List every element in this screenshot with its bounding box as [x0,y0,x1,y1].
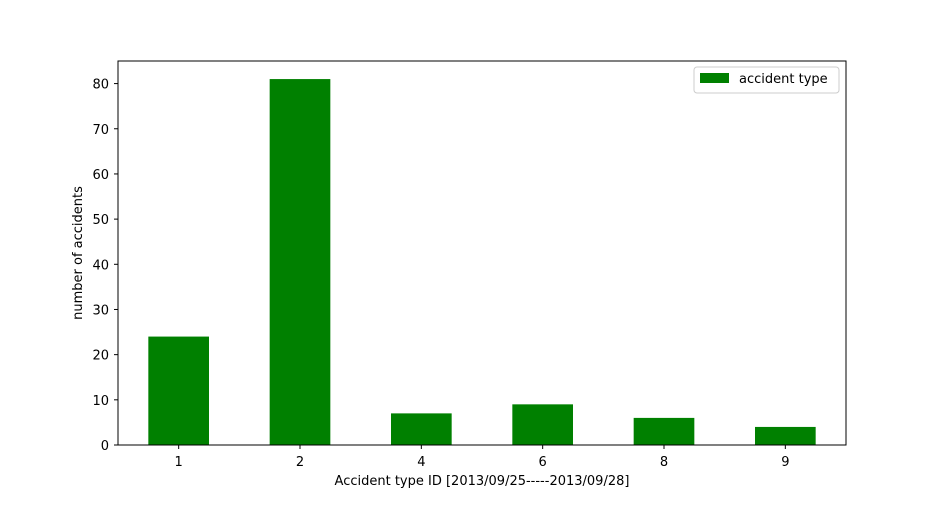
plot-frame [117,60,847,446]
x-axis-ticks: 1 2 4 6 8 9 [175,445,789,470]
legend-swatch [700,73,729,83]
x-tick-label: 4 [417,455,425,470]
bar-9 [755,426,816,445]
y-tick-label: 70 [92,123,109,138]
bar-2 [269,79,331,445]
y-tick-label: 60 [92,168,109,183]
x-tick-label: 1 [175,455,183,470]
y-axis-ticks: 0 10 20 30 40 50 60 70 80 [92,78,118,454]
y-tick-label: 10 [92,394,109,409]
x-axis-label: Accident type ID [2013/09/25-----2013/09… [335,474,630,489]
y-tick-label: 0 [101,439,109,454]
legend-label: accident type [739,72,828,87]
bar-1 [148,336,209,445]
bars-group [148,79,816,445]
bar-6 [512,404,573,445]
legend-box [693,66,840,94]
y-tick-label: 80 [92,78,109,93]
legend: accident type [693,66,840,94]
y-tick-label: 30 [92,303,109,318]
y-tick-label: 40 [92,258,109,273]
x-tick-label: 8 [660,455,668,470]
x-tick-label: 9 [781,455,789,470]
y-tick-label: 50 [92,213,109,228]
x-tick-label: 6 [539,455,547,470]
y-axis-label: number of accidents [71,186,86,320]
x-tick-label: 2 [296,455,304,470]
bar-8 [633,417,695,445]
y-tick-label: 20 [92,349,109,364]
bar-4 [391,413,452,445]
plot-area [118,61,846,445]
